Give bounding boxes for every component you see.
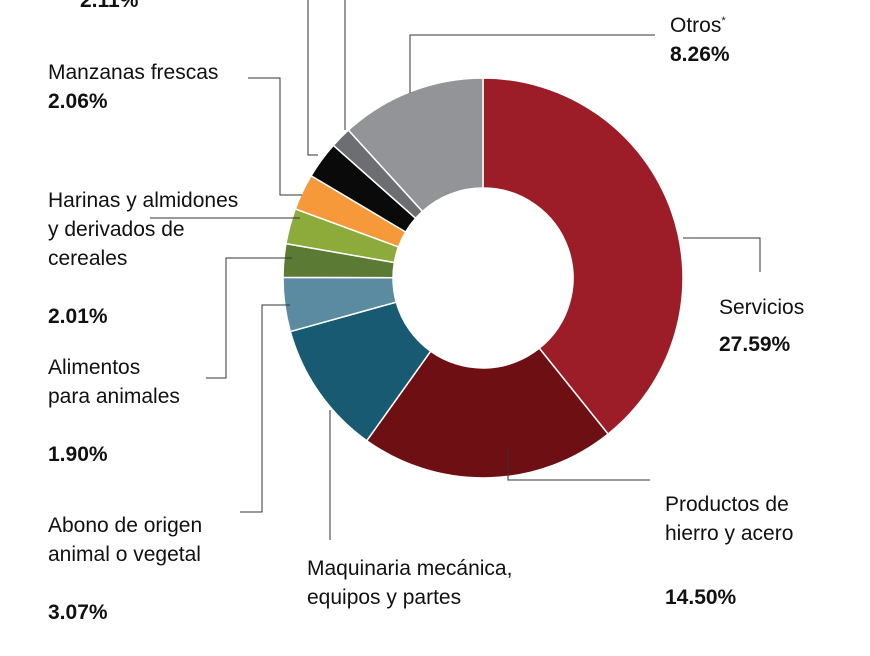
slice-value: 27.59% [719,333,791,356]
leader-line-7 [307,0,318,156]
pie-slice-0 [482,77,684,436]
donut-chart [150,0,761,540]
leader-line-1 [507,448,650,481]
label-manzanas: Manzanas frescas 2.06% [48,58,218,116]
slice-value: 2.06% [48,90,108,113]
slice-value: 14.50% [665,586,737,609]
leader-line-0 [683,237,761,272]
label-alimentos: Alimentos para animales 1.90% [48,324,180,498]
label-productos: Productos de hierro y acero 14.50% [665,461,793,641]
pie-slice-1 [365,347,610,479]
leader-line-4 [206,257,292,379]
leader-line-9 [409,34,655,93]
pie-slice-9 [347,77,484,213]
slice-name: Harinas y almidones y derivados de cerea… [48,189,239,270]
slice-value: 8.26% [670,43,730,66]
slice-name: Servicios [719,296,805,319]
slice-name: Manzanas frescas [48,61,219,84]
slice-name: Abono de origen animal o vegetal [48,514,203,566]
leader-line-6 [248,77,302,196]
slice-name: Alimentos para animales [48,356,180,408]
label-abono: Abono de origen animal o vegetal 3.07% [48,482,202,656]
label-maquinaria: Maquinaria mecánica, equipos y partes [307,525,512,641]
slice-value: 2.11% [80,0,139,12]
slice-value: 1.90% [48,443,108,466]
label-harinas: Harinas y almidones y derivados de cerea… [48,157,238,360]
slice-value: 3.07% [48,601,108,624]
slice-value: 2.01% [48,305,108,328]
label-servicios: Servicios 27.59% [719,293,804,359]
label-top-cutoff: 2.11% [80,0,138,15]
slice-name: Productos de hierro y acero [665,493,794,545]
footnote-mark: * [721,15,726,27]
slice-name: Otros [670,14,722,37]
slice-name: Maquinaria mecánica, equipos y partes [307,557,513,609]
leader-line-3 [240,304,290,513]
label-otros: Otros* 8.26% [670,7,730,69]
